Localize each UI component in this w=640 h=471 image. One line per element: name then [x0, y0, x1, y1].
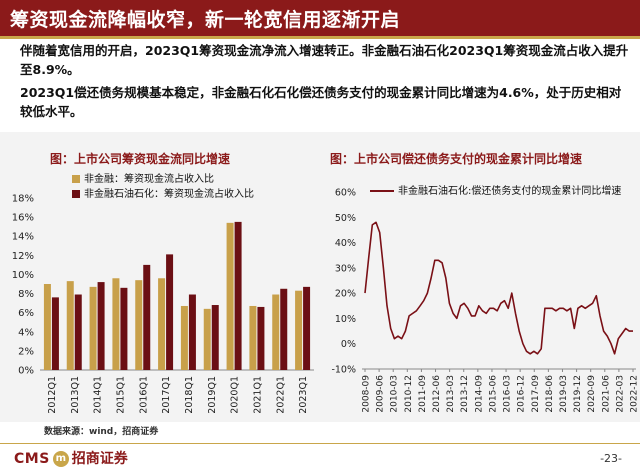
bar-y-tick-label: 6% — [18, 308, 34, 319]
line-y-tick-label: 10% — [335, 314, 356, 325]
logo-badge-icon: m — [52, 451, 69, 467]
bar-chart: 0% 2% 4% 6% 8% 10% 12% 14% 16% 18% 2012Q1 2013Q1 201… — [12, 194, 314, 414]
legend-swatch-maroon-icon — [72, 190, 80, 198]
line-x-tick-label: 2015-06 — [488, 375, 498, 413]
summary-paragraph-2: 2023Q1偿还债务规模基本稳定，非金融石化石化偿还债务支付的现金累计同比增速为… — [20, 85, 622, 119]
bar-maroon — [257, 306, 265, 370]
bar-y-tick-label: 18% — [12, 194, 34, 205]
bar-y-tick-label: 14% — [12, 232, 34, 243]
bar-legend-item-2: 非金融石油石化：筹资现金流占收入比 — [72, 185, 254, 200]
line-x-tick-label: 2018-06 — [545, 375, 555, 413]
bar-gold — [180, 305, 188, 370]
bar-maroon — [51, 297, 59, 370]
bar-y-tick-label: 8% — [18, 289, 34, 300]
bar-gold — [226, 222, 234, 370]
cms-logo: CMS m 招商证券 — [14, 451, 128, 467]
bar-x-tick-label: 2012Q1 — [47, 376, 58, 414]
header-bar: 筹资现金流降幅收窄，新一轮宽信用逐渐开启 — [0, 0, 640, 36]
bar-y-tick-label: 2% — [18, 346, 34, 357]
line-series — [364, 221, 633, 355]
line-x-tick-label: 2010-12 — [404, 375, 414, 413]
header-divider — [0, 36, 640, 39]
line-x-tick-label: 2021-06 — [601, 375, 611, 413]
bar-maroon — [74, 294, 82, 370]
line-x-tick-label: 2012-06 — [432, 375, 442, 413]
bar-x-tick-label: 2022Q1 — [275, 376, 286, 414]
summary-paragraph-1: 伴随着宽信用的开启，2023Q1筹资现金流净流入增速转正。非金融石油石化2023… — [20, 43, 629, 77]
line-x-tick-label: 2017-09 — [531, 375, 541, 413]
bar-x-tick-label: 2013Q1 — [70, 376, 81, 414]
bar-y-tick-label: 10% — [12, 270, 34, 281]
bar-maroon — [303, 286, 311, 370]
line-x-tick-label: 2008-09 — [362, 375, 372, 413]
summary-text: 伴随着宽信用的开启，2023Q1筹资现金流净流入增速转正。非金融石油石化2023… — [20, 41, 630, 125]
bar-gold — [112, 278, 120, 370]
line-y-tick-label: 0% — [341, 339, 356, 350]
line-y-tick-label: 60% — [335, 188, 356, 199]
page-number: -23- — [600, 452, 622, 465]
line-x-tick-label: 2014-09 — [474, 375, 484, 413]
line-x-tick-label: 2016-12 — [517, 375, 527, 413]
bar-maroon — [234, 221, 242, 370]
line-y-tick-label: 30% — [335, 263, 356, 274]
legend-line-icon — [370, 190, 394, 192]
bar-gold — [43, 284, 51, 370]
bar-y-tick-label: 0% — [18, 366, 34, 377]
bar-y-tick-label: 12% — [12, 251, 34, 262]
line-x-tick-label: 2019-03 — [559, 375, 569, 413]
line-x-tick-label: 2013-12 — [460, 375, 470, 413]
bar-x-tick-label: 2015Q1 — [115, 376, 126, 414]
bar-gold — [135, 280, 143, 370]
bar-x-tick-label: 2014Q1 — [93, 376, 104, 414]
bar-x-tick-label: 2016Q1 — [138, 376, 149, 414]
line-chart-title: 图：上市公司偿还债务支付的现金累计同比增速 — [330, 152, 583, 166]
bar-maroon — [143, 264, 151, 370]
bar-x-tick-label: 2018Q1 — [184, 376, 195, 414]
line-x-tick-label: 2013-03 — [446, 375, 456, 413]
bar-maroon — [211, 305, 219, 370]
line-x-tick-label: 2020-09 — [587, 375, 597, 413]
data-source: 数据来源：wind，招商证券 — [44, 427, 159, 437]
bar-gold — [158, 278, 166, 370]
bar-x-tick-label: 2019Q1 — [207, 376, 218, 414]
bar-maroon — [166, 254, 174, 370]
page-title: 筹资现金流降幅收窄，新一轮宽信用逐渐开启 — [10, 9, 401, 31]
bar-gold — [295, 290, 303, 370]
line-x-tick-label: 2010-03 — [390, 375, 400, 413]
bar-x-tick-label: 2023Q1 — [298, 376, 309, 414]
legend-swatch-gold-icon — [72, 175, 80, 183]
line-x-tick-label: 2022-03 — [615, 375, 625, 413]
bar-y-tick-label: 16% — [12, 213, 34, 224]
bar-chart-title: 图：上市公司筹资现金流同比增速 — [50, 152, 231, 166]
bar-maroon — [97, 282, 105, 370]
bar-gold — [272, 294, 280, 370]
line-x-tick-label: 2009-06 — [376, 375, 386, 413]
bar-x-tick-label: 2021Q1 — [252, 376, 263, 414]
bar-y-tick-label: 4% — [18, 327, 34, 338]
bar-gold — [66, 281, 74, 370]
bar-maroon — [188, 294, 196, 370]
bar-maroon — [280, 288, 288, 370]
bar-legend-item-1: 非金融：筹资现金流占收入比 — [72, 170, 214, 185]
line-legend-item: 非金融石油石化:偿还债务支付的现金累计同比增速 — [370, 182, 621, 197]
footer-divider — [0, 443, 640, 444]
line-y-tick-label: 20% — [335, 289, 356, 300]
bar-maroon — [120, 287, 128, 370]
line-y-tick-label: 50% — [335, 213, 356, 224]
line-x-tick-label: 2016-03 — [503, 375, 513, 413]
line-x-tick-label: 2019-12 — [573, 375, 583, 413]
charts-panel — [0, 132, 640, 422]
bar-gold — [249, 305, 257, 370]
bar-x-tick-label: 2020Q1 — [230, 376, 241, 414]
line-y-tick-label: -10% — [331, 365, 356, 376]
line-chart: -10% 0% 10% 20% 30% 40% 50% 60% 2008-09 2009-06 20… — [331, 188, 640, 413]
line-x-tick-label: 2011-09 — [418, 375, 428, 413]
bar-gold — [203, 308, 211, 370]
line-x-tick-label: 2022-12 — [630, 375, 640, 413]
line-y-tick-label: 40% — [335, 238, 356, 249]
bar-gold — [89, 286, 97, 370]
bar-x-tick-label: 2017Q1 — [161, 376, 172, 414]
